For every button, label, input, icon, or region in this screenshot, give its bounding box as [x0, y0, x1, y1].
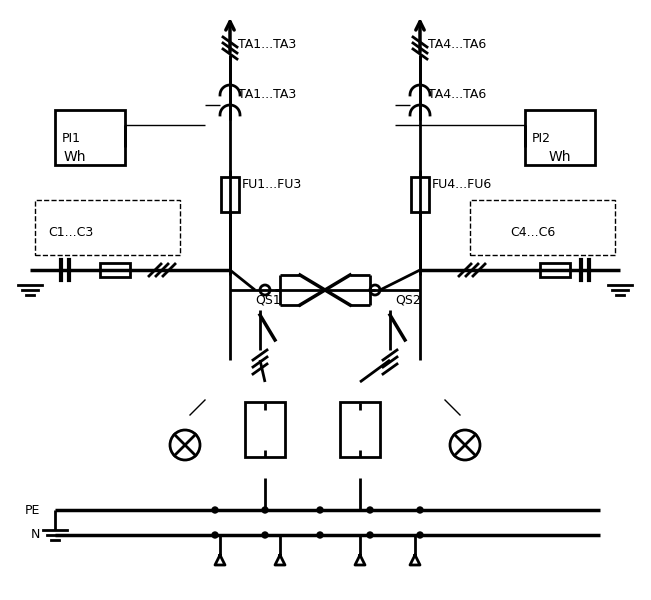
- Bar: [245, 402, 285, 457]
- Circle shape: [367, 532, 373, 538]
- Circle shape: [417, 507, 423, 513]
- Text: PI2: PI2: [532, 131, 551, 145]
- Bar: [411, 177, 429, 212]
- Text: C4...C6: C4...C6: [510, 226, 555, 238]
- Text: PE: PE: [25, 503, 40, 517]
- Circle shape: [212, 532, 218, 538]
- Bar: [540, 263, 570, 277]
- Text: FU4...FU6: FU4...FU6: [432, 179, 492, 191]
- Text: TA1...TA3: TA1...TA3: [238, 88, 296, 101]
- Text: TA4...TA6: TA4...TA6: [428, 38, 486, 52]
- Text: C1...C3: C1...C3: [48, 226, 93, 238]
- Bar: [55, 110, 125, 165]
- Text: PI1: PI1: [62, 131, 81, 145]
- Circle shape: [317, 532, 323, 538]
- Text: QS1: QS1: [255, 293, 281, 307]
- Text: Wh: Wh: [64, 150, 86, 164]
- Text: FU1...FU3: FU1...FU3: [242, 179, 302, 191]
- Circle shape: [317, 507, 323, 513]
- Circle shape: [262, 532, 268, 538]
- Circle shape: [417, 532, 423, 538]
- Bar: [35, 200, 180, 255]
- Bar: [525, 110, 595, 165]
- Circle shape: [367, 507, 373, 513]
- Text: TA4...TA6: TA4...TA6: [428, 88, 486, 101]
- Text: TA1...TA3: TA1...TA3: [238, 38, 296, 52]
- Text: Wh: Wh: [549, 150, 571, 164]
- Bar: [221, 177, 239, 212]
- Circle shape: [262, 507, 268, 513]
- Bar: [340, 402, 380, 457]
- Bar: [100, 263, 130, 277]
- Text: N: N: [31, 529, 40, 541]
- Text: QS2: QS2: [395, 293, 421, 307]
- Circle shape: [212, 507, 218, 513]
- Bar: [470, 200, 615, 255]
